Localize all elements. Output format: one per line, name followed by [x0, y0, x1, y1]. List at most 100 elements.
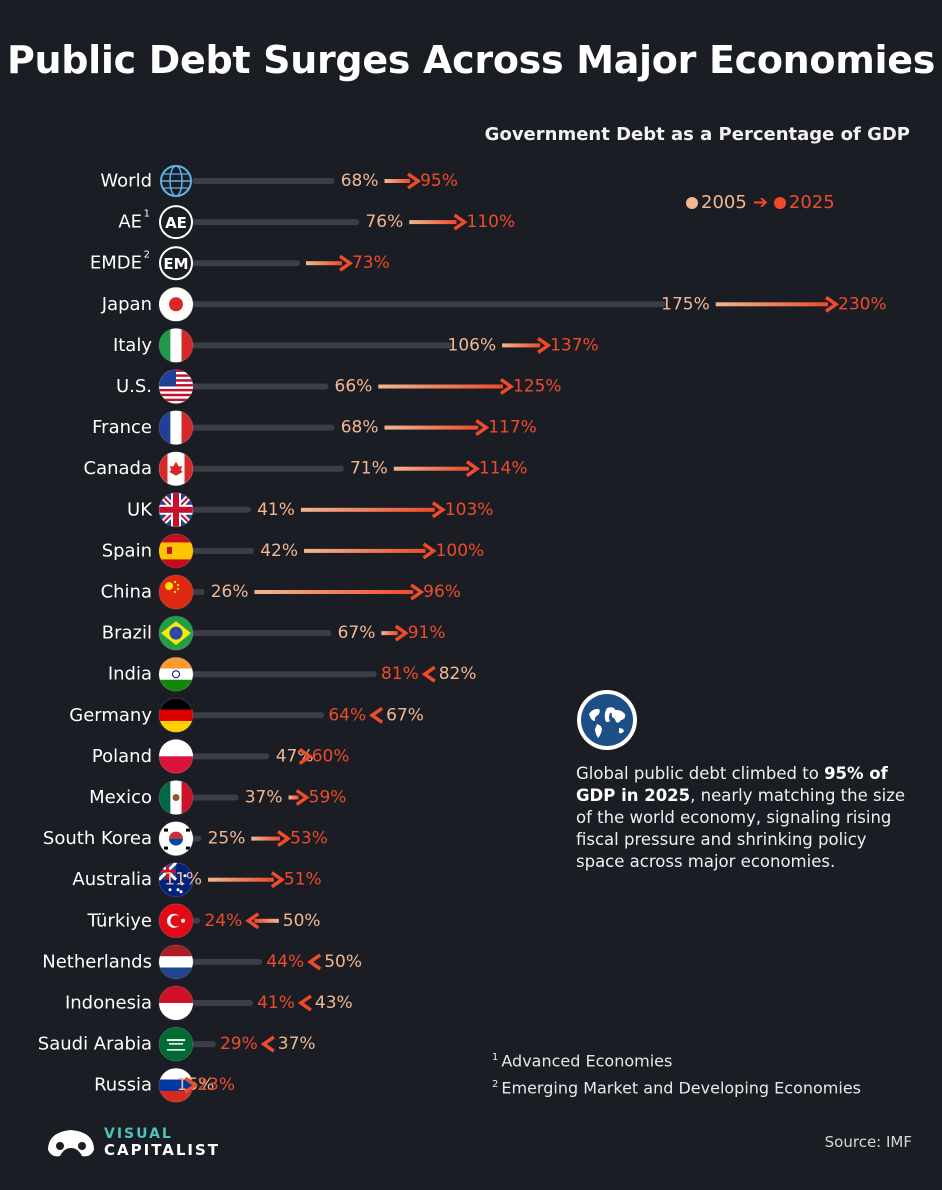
change-arrow-head-icon	[422, 542, 437, 560]
change-arrow-head-icon	[475, 419, 490, 437]
change-arrow-shaft	[409, 220, 457, 225]
germany-flag-icon	[158, 697, 194, 733]
country-label: World	[100, 171, 152, 192]
track-bar	[192, 630, 332, 637]
change-arrow-shaft	[381, 631, 398, 636]
change-arrow-head-icon	[297, 994, 312, 1012]
change-arrow-shaft	[305, 261, 342, 266]
row-china: China 26% 96%	[101, 574, 461, 610]
row-italy: Italy 106% 137%	[113, 327, 599, 363]
country-label: Poland	[92, 746, 152, 767]
change-arrow-shaft	[378, 384, 503, 389]
row-india: India 81% 82%	[108, 656, 477, 692]
value-2005-label: 67%	[386, 705, 424, 725]
track-bar	[192, 917, 201, 924]
value-2025-label: 91%	[408, 623, 446, 643]
value-2025-label: 24%	[204, 911, 242, 931]
track-bar	[192, 589, 205, 595]
value-2025-label: 29%	[220, 1034, 258, 1054]
india-flag-icon	[158, 656, 194, 692]
value-2025-label: 59%	[309, 788, 347, 808]
track-bar	[192, 958, 263, 965]
france-flag-icon	[158, 410, 194, 446]
callout-text-post: , nearly matching the size of the world …	[576, 786, 906, 871]
country-label: Mexico	[89, 787, 152, 808]
change-arrow-shaft	[251, 836, 281, 841]
country-label: Australia	[72, 869, 152, 890]
footnote-1: 1 Advanced Economies	[492, 1046, 861, 1073]
value-2025-label: 103%	[445, 500, 494, 520]
value-2025-label: 117%	[488, 418, 537, 438]
brazil-flag-icon	[158, 615, 194, 651]
value-2025-label: 114%	[479, 459, 528, 479]
value-2005-label: 66%	[335, 377, 373, 397]
change-arrow-head-icon	[338, 254, 354, 272]
change-arrow-shaft	[502, 343, 541, 348]
country-label: UK	[127, 499, 153, 520]
change-arrow-shaft	[254, 590, 414, 594]
change-arrow-shaft	[288, 795, 299, 800]
row-saudi-arabia: Saudi Arabia 29% 37%	[38, 1026, 316, 1062]
change-arrow-shaft	[304, 548, 426, 553]
country-label: Saudi Arabia	[38, 1034, 152, 1055]
value-2005-label: 175%	[661, 294, 710, 314]
track-bar	[192, 506, 251, 513]
change-arrow-head-icon	[270, 871, 285, 889]
value-2005-label: 68%	[341, 418, 379, 438]
change-arrow-shaft	[254, 918, 279, 923]
value-2025-label: 51%	[284, 870, 322, 890]
change-arrow-head-icon	[407, 172, 422, 190]
globe-icon	[160, 165, 192, 197]
country-label: Japan	[101, 294, 152, 315]
row-australia: Australia 11% 51%	[72, 862, 322, 898]
brand-bottom-text: CAPITALIST	[104, 1141, 221, 1159]
poland-flag-icon	[158, 738, 194, 774]
value-2005-label: 37%	[278, 1034, 316, 1054]
callout-text: Global public debt climbed to 95% of GDP…	[576, 763, 916, 873]
track-bar	[192, 219, 360, 226]
value-2005-label: 41%	[257, 500, 295, 520]
track-bar	[192, 547, 255, 554]
change-arrow-shaft	[208, 877, 274, 882]
value-2025-label: 73%	[352, 253, 390, 273]
change-arrow-head-icon	[465, 460, 480, 478]
change-arrow-head-icon	[537, 336, 552, 354]
value-2025-label: 44%	[266, 952, 304, 972]
change-arrow-shaft	[300, 507, 435, 512]
south-korea-flag-icon	[158, 821, 194, 857]
value-2005-label: 26%	[211, 582, 249, 602]
track-bar	[192, 671, 377, 678]
country-label: China	[101, 582, 152, 603]
footnote-mark: 2	[144, 250, 150, 261]
country-label: India	[108, 664, 152, 685]
value-2025-label: 23%	[197, 1075, 235, 1095]
value-2005-label: 76%	[365, 212, 403, 232]
value-2005-label: 11%	[164, 870, 202, 890]
footnote-mark: 2	[492, 1079, 499, 1091]
turkiye-flag-icon	[158, 903, 194, 939]
row-ae: AE 1 AE 76% 110%	[118, 205, 515, 240]
mexico-flag-icon	[158, 780, 194, 815]
change-arrow-shaft	[384, 179, 411, 183]
world-map-icon	[575, 688, 639, 752]
badge-letters: AE	[165, 214, 187, 232]
change-arrow-head-icon	[453, 213, 468, 231]
value-2005-label: 50%	[283, 911, 321, 931]
page-title: Public Debt Surges Across Major Economie…	[6, 38, 936, 82]
track-bar	[192, 178, 335, 184]
legend: 2005 ➔ 2025	[686, 192, 835, 213]
em-badge-icon: EM	[159, 246, 193, 281]
country-label: France	[92, 417, 152, 438]
uk-flag-icon	[158, 492, 194, 528]
indonesia-flag-icon	[158, 985, 194, 1021]
value-2005-label: 43%	[315, 993, 353, 1013]
value-2025-label: 53%	[290, 829, 328, 849]
legend-arrow-icon: ➔	[752, 192, 768, 213]
change-arrow-head-icon	[295, 789, 310, 806]
change-arrow-shaft	[715, 302, 828, 307]
value-2005-label: 37%	[245, 788, 283, 808]
country-label: Netherlands	[42, 951, 152, 972]
row-south-korea: South Korea 25% 53%	[43, 821, 328, 857]
track-bar	[192, 794, 239, 801]
value-2005-label: 25%	[208, 829, 246, 849]
